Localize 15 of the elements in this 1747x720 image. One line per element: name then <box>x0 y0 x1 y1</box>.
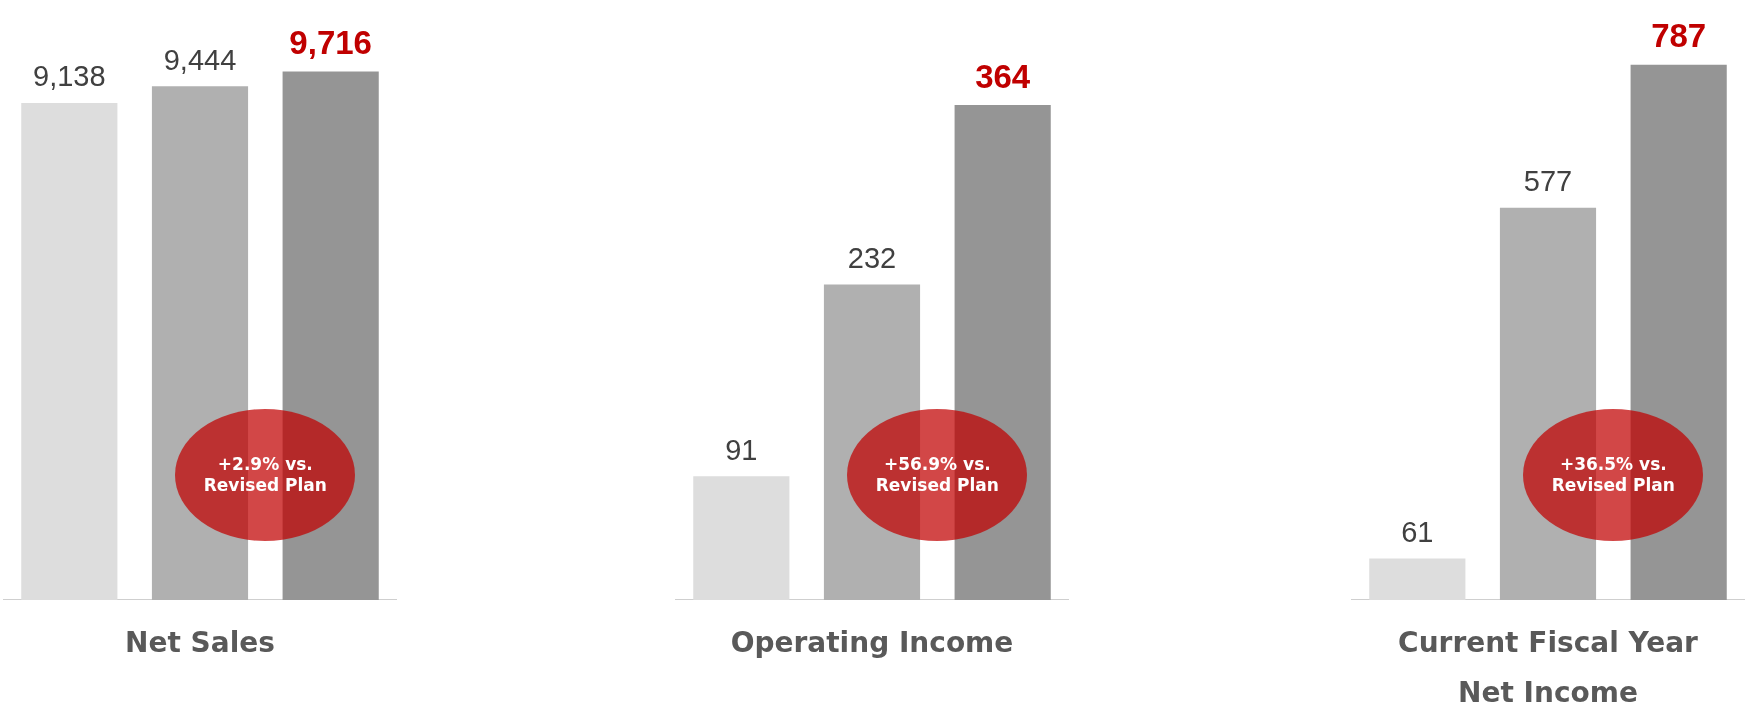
data-label: 61 <box>1401 516 1434 549</box>
data-label: 232 <box>847 241 897 274</box>
x-axis-title: Net Sales <box>124 625 276 661</box>
data-label: 9,138 <box>33 60 106 93</box>
x-axis-title: Operating Income <box>729 625 1015 661</box>
x-axis-title: Current Fiscal Year Net Income <box>1397 625 1699 711</box>
data-label: 577 <box>1523 165 1573 198</box>
data-label: 787 <box>1651 17 1707 55</box>
annotation: +56.9% vs. Revised Plan <box>874 453 1000 496</box>
data-label: 9,444 <box>163 43 237 76</box>
data-label: 9,716 <box>289 24 372 62</box>
data-label: 91 <box>725 433 758 466</box>
annotation: +36.5% vs. Revised Plan <box>1550 453 1676 496</box>
annotation: +2.9% vs. Revised Plan <box>202 453 328 496</box>
data-label: 364 <box>975 57 1031 95</box>
